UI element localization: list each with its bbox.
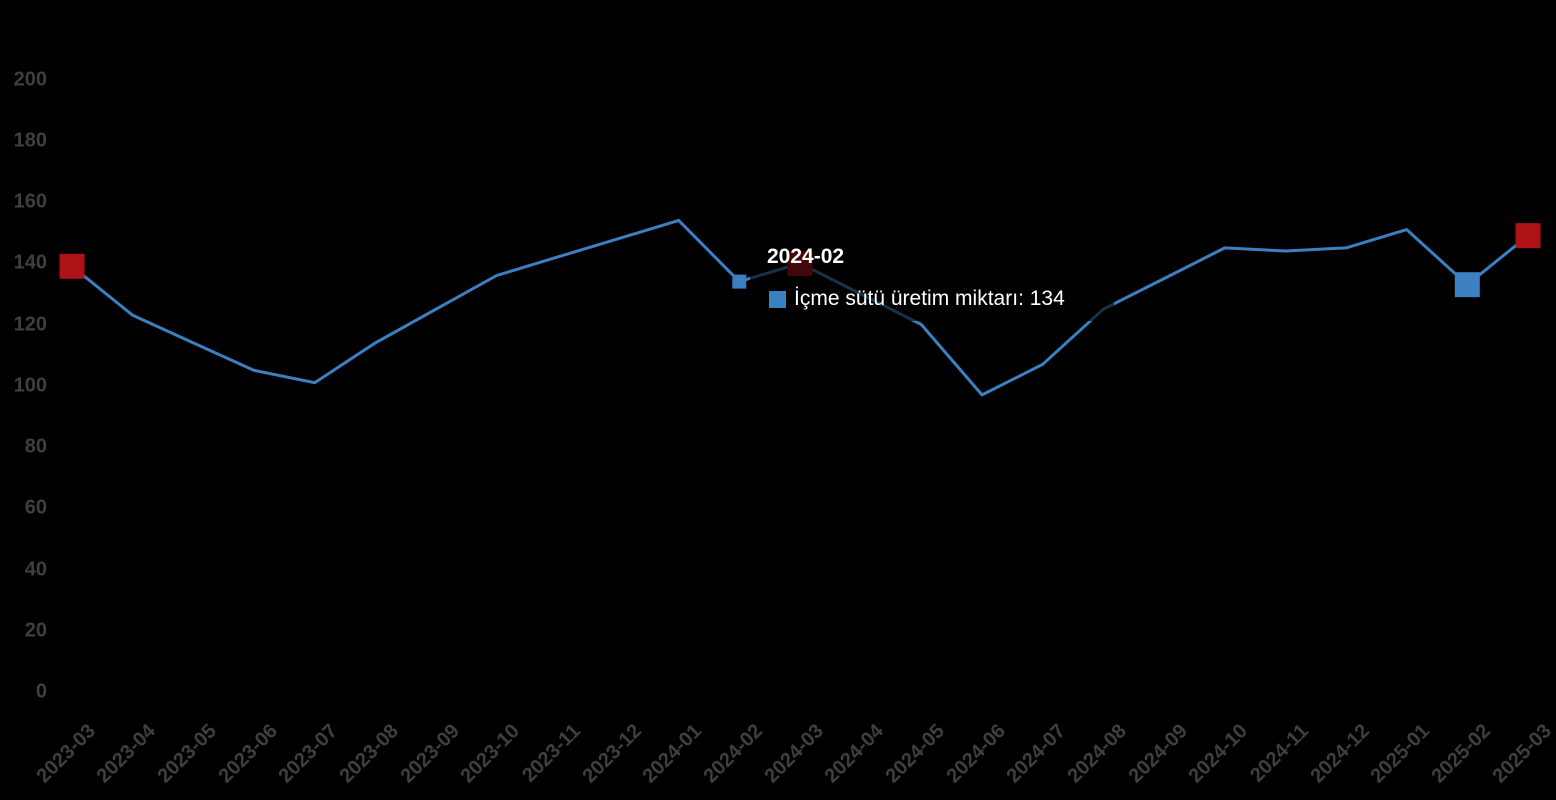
y-tick-label-80: 80 <box>24 435 47 458</box>
y-tick-label-100: 100 <box>13 374 47 397</box>
y-tick-label-200: 200 <box>13 68 47 90</box>
y-tick-label-180: 180 <box>13 129 47 152</box>
tooltip-series-value: 134 <box>1029 287 1065 310</box>
tooltip-series-text: İçme sütü üretim miktarı: 134 <box>794 287 1065 311</box>
y-tick-label-160: 160 <box>13 190 47 213</box>
y-tick-label-40: 40 <box>24 558 47 580</box>
marker-2025-03[interactable] <box>1515 223 1541 249</box>
y-tick-label-140: 140 <box>13 251 47 274</box>
tooltip-separator: : <box>1018 287 1030 310</box>
marker-2024-02[interactable] <box>732 274 747 289</box>
marker-2023-03[interactable] <box>59 253 85 279</box>
tooltip-series-row: İçme sütü üretim miktarı: 134 <box>769 287 1065 311</box>
y-tick-label-0: 0 <box>35 680 47 703</box>
y-tick-label-60: 60 <box>24 496 47 519</box>
tooltip-series-label: İçme sütü üretim miktarı <box>794 287 1019 310</box>
marker-2025-02[interactable] <box>1454 272 1480 298</box>
tooltip-title: 2024-02 <box>767 245 845 268</box>
tooltip-series-marker-icon <box>769 290 786 308</box>
tooltip: 2024-02 İçme sütü üretim miktarı: 134 <box>750 237 1114 321</box>
y-tick-label-120: 120 <box>13 313 47 335</box>
y-tick-label-20: 20 <box>24 619 47 642</box>
